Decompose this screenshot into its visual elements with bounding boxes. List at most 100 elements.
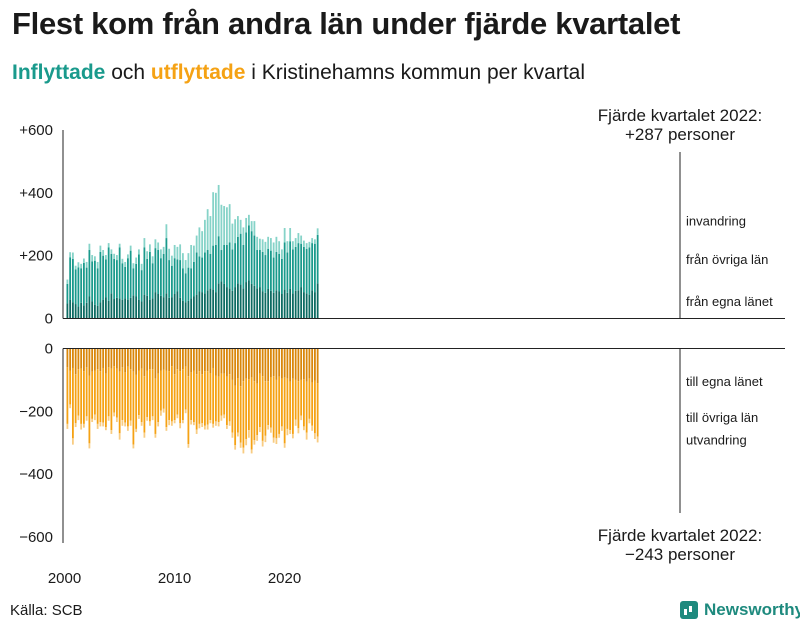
bar-in-immigration — [286, 241, 289, 253]
bar-out-emigration — [88, 443, 91, 449]
bar-out-own-county — [127, 348, 129, 367]
bar-in-other-counties — [270, 250, 272, 291]
bar-in-own-county — [173, 293, 176, 319]
bar-out-own-county — [99, 348, 102, 372]
bar-in-other-counties — [289, 241, 292, 289]
bar-in-other-counties — [187, 267, 190, 301]
bar-out-own-county — [259, 348, 261, 374]
bar-out-other-counties — [248, 379, 250, 431]
bar-out-emigration — [217, 422, 220, 427]
bar-in-other-counties — [297, 243, 300, 291]
bar-in-other-counties — [239, 233, 242, 285]
bar-out-emigration — [182, 420, 184, 424]
bar-in-immigration — [173, 244, 176, 259]
bar-out-other-counties — [165, 370, 168, 428]
bar-out-own-county — [314, 348, 316, 381]
bar-in-immigration — [129, 245, 132, 251]
bar-out-emigration — [149, 421, 151, 426]
bar-in-other-counties — [190, 268, 193, 299]
bar-out-emigration — [118, 433, 121, 440]
bar-out-emigration — [294, 419, 297, 426]
bar-out-emigration — [237, 432, 239, 437]
bar-out-other-counties — [127, 366, 129, 427]
bar-out-other-counties — [124, 372, 127, 423]
bar-in-own-county — [275, 290, 278, 319]
bar-in-other-counties — [253, 235, 256, 286]
bar-out-other-counties — [228, 374, 231, 422]
bar-in-immigration — [259, 238, 261, 251]
bar-out-own-county — [157, 348, 160, 374]
bar-out-emigration — [168, 420, 171, 426]
bar-out-own-county — [215, 348, 217, 376]
bar-out-emigration — [66, 423, 69, 429]
bar-out-own-county — [118, 348, 121, 372]
bar-out-other-counties — [132, 371, 135, 445]
bar-out-emigration — [250, 449, 253, 454]
bar-out-own-county — [110, 348, 113, 369]
bar-out-emigration — [124, 422, 127, 427]
bar-in-immigration — [294, 238, 297, 247]
bar-out-own-county — [85, 348, 88, 368]
annotation-top-line1: Fjärde kvartalet 2022: — [598, 106, 762, 125]
bar-out-emigration — [316, 436, 319, 443]
bar-in-own-county — [305, 293, 308, 319]
bar-in-other-counties — [182, 268, 184, 301]
bar-out-own-county — [253, 348, 256, 382]
bar-out-emigration — [187, 444, 190, 448]
bar-in-other-counties — [201, 257, 204, 293]
annotation-top-line2: +287 personer — [625, 125, 735, 144]
bar-out-other-counties — [138, 370, 140, 416]
bar-out-other-counties — [226, 376, 228, 426]
bar-out-emigration — [160, 410, 162, 416]
bar-out-own-county — [206, 348, 209, 372]
bar-in-other-counties — [80, 268, 83, 303]
bar-in-immigration — [253, 221, 256, 236]
bar-out-other-counties — [267, 381, 270, 426]
bar-in-own-county — [314, 292, 316, 319]
bar-in-other-counties — [184, 273, 187, 303]
bar-in-other-counties — [275, 251, 278, 291]
bar-in-own-county — [294, 290, 297, 319]
bar-in-immigration — [281, 249, 283, 259]
bar-in-own-county — [85, 302, 88, 319]
bar-out-own-county — [193, 348, 195, 371]
bar-in-own-county — [182, 300, 184, 319]
bar-in-immigration — [239, 219, 242, 234]
bar-out-emigration — [283, 443, 286, 448]
bar-out-own-county — [88, 348, 91, 376]
bar-out-other-counties — [283, 377, 286, 444]
bar-in-other-counties — [242, 244, 245, 289]
bar-in-immigration — [154, 239, 157, 249]
bar-out-other-counties — [179, 371, 182, 424]
bar-out-own-county — [135, 348, 138, 375]
bar-out-emigration — [85, 416, 88, 421]
bar-in-own-county — [127, 299, 129, 319]
bar-out-own-county — [231, 348, 234, 380]
bar-out-other-counties — [300, 379, 303, 416]
bar-in-other-counties — [215, 244, 217, 293]
bar-in-other-counties — [129, 250, 132, 298]
bar-in-other-counties — [88, 250, 91, 297]
y-tick-label-upper: 0 — [45, 311, 53, 328]
x-tick-label: 2010 — [158, 570, 191, 587]
bar-in-own-county — [94, 304, 96, 319]
bar-out-other-counties — [242, 381, 245, 448]
bar-in-own-county — [300, 287, 303, 319]
bar-in-immigration — [116, 255, 118, 261]
bar-in-immigration — [292, 241, 294, 250]
bar-in-immigration — [316, 228, 319, 235]
bar-in-immigration — [184, 260, 187, 274]
bar-in-other-counties — [250, 231, 253, 284]
bar-out-other-counties — [102, 367, 105, 423]
bar-out-own-county — [300, 348, 303, 380]
bar-in-other-counties — [173, 258, 176, 294]
bar-out-emigration — [69, 404, 72, 409]
bar-out-other-counties — [118, 371, 121, 434]
bar-out-other-counties — [72, 367, 74, 439]
bar-out-other-counties — [74, 374, 77, 424]
bar-out-own-county — [132, 348, 135, 372]
label-till-ovriga-lan: till övriga län — [686, 410, 758, 425]
bar-out-emigration — [201, 423, 204, 428]
bar-in-immigration — [314, 239, 316, 244]
bar-in-own-county — [289, 288, 292, 319]
